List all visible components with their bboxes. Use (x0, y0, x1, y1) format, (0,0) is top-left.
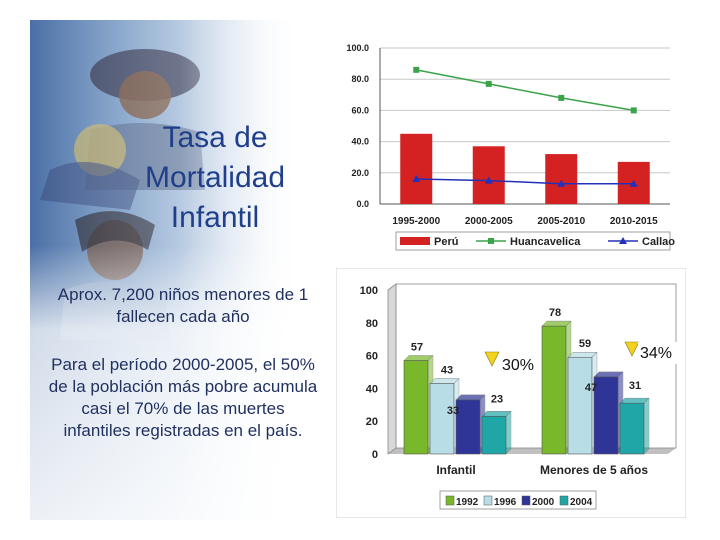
bar-side (505, 410, 512, 455)
x-tick-label: 2000-2005 (465, 216, 513, 227)
legend-swatch-peru (400, 237, 430, 245)
point-huancavelica (558, 94, 565, 101)
annotation-arrow (484, 351, 500, 367)
y-tick-label: 100.0 (346, 43, 369, 53)
y-tick-label: 0.0 (356, 199, 369, 209)
x-tick-label: Infantil (436, 463, 475, 477)
mortality-comparison-svg: 0 20 40 60 80 100 57 43 33 23 Infantil 78 59 47 31 Meno… (335, 267, 687, 519)
background-photo-strip (30, 20, 302, 520)
legend-marker (619, 237, 627, 244)
y-tick-label: 100 (360, 285, 378, 297)
x-tick-label: Menores de 5 años (540, 463, 648, 477)
y-tick-label: 80.0 (351, 74, 369, 84)
y-tick-label: 20.0 (351, 168, 369, 178)
y-tick-label: 60 (366, 351, 378, 363)
bar (481, 415, 507, 455)
y-tick-label: 80 (366, 318, 378, 330)
data-label: 57 (411, 342, 423, 354)
line-huancavelica (416, 69, 634, 112)
bar (455, 399, 481, 455)
bar-peru (545, 154, 578, 204)
data-label: 78 (549, 307, 561, 319)
slide-title-line: Infantil (170, 201, 260, 234)
x-tick-label: 2010-2015 (610, 216, 658, 227)
data-label: 43 (441, 364, 453, 376)
legend-swatch (445, 495, 455, 506)
legend-label: 1996 (494, 497, 517, 508)
data-label: 33 (447, 405, 459, 417)
bar (593, 376, 619, 455)
point-callao (412, 175, 421, 183)
annotation-box (498, 354, 540, 374)
point-callao (484, 176, 493, 184)
legend-swatch (521, 495, 531, 506)
legend-label: Perú (434, 236, 458, 248)
annotation-label: 34% (640, 345, 672, 362)
bar-peru (400, 133, 433, 204)
y-tick-label: 60.0 (351, 105, 369, 115)
annotation-label: 30% (502, 357, 534, 374)
bar (429, 383, 455, 455)
data-label: 23 (491, 393, 503, 405)
point-callao (629, 179, 638, 187)
mortality-comparison-chart: 0 20 40 60 80 100 57 43 33 23 Infantil 78 59 47 31 Meno… (335, 267, 687, 523)
bar (541, 325, 567, 455)
bar-peru (472, 146, 505, 204)
legend-box (395, 231, 671, 251)
side-wall (387, 283, 397, 455)
slide-title-line: Tasa de (162, 121, 268, 154)
mortality-trend-svg: 0.0 20.0 40.0 60.0 80.0 100.0 1995-2000 2000-20… (346, 43, 675, 251)
legend-swatch (483, 495, 493, 506)
note-text: Aprox. 7,200 niños menores de 1 fallecen… (57, 285, 309, 326)
line-callao (416, 178, 634, 185)
photo-illustration (30, 20, 302, 520)
legend-label: Callao (642, 236, 675, 248)
legend-label: Huancavelica (510, 236, 581, 248)
slide-title-line: Mortalidad (144, 161, 286, 194)
legend-label: 2000 (532, 497, 555, 508)
annotation-box (638, 342, 682, 364)
mortality-trend-chart: 0.0 20.0 40.0 60.0 80.0 100.0 1995-2000 2000-20… (336, 36, 676, 263)
y-tick-label: 0 (372, 449, 378, 461)
legend-swatch (559, 495, 569, 506)
bar-side (643, 397, 650, 455)
point-huancavelica (485, 80, 492, 87)
bar (567, 356, 593, 455)
data-label: 31 (629, 380, 641, 392)
x-tick-label: 2005-2010 (537, 216, 585, 227)
point-huancavelica (630, 107, 637, 114)
y-tick-label: 40.0 (351, 137, 369, 147)
point-huancavelica (413, 66, 420, 73)
annotation-arrow (624, 341, 640, 357)
slide-title: Tasa de Mortalidad Infantil (110, 118, 320, 238)
data-label: 47 (585, 382, 597, 394)
legend-box (439, 490, 597, 510)
point-callao (557, 179, 566, 187)
y-tick-label: 40 (366, 383, 378, 395)
note-text: Para el período 2000-2005, el 50% de la … (48, 355, 318, 440)
bar (619, 402, 645, 455)
data-label: 59 (579, 338, 591, 350)
legend-label: 1992 (456, 497, 479, 508)
bar (403, 360, 429, 455)
x-tick-label: 1995-2000 (392, 216, 440, 227)
legend-marker (488, 238, 494, 244)
legend-label: 2004 (570, 497, 593, 508)
y-tick-label: 20 (366, 416, 378, 428)
